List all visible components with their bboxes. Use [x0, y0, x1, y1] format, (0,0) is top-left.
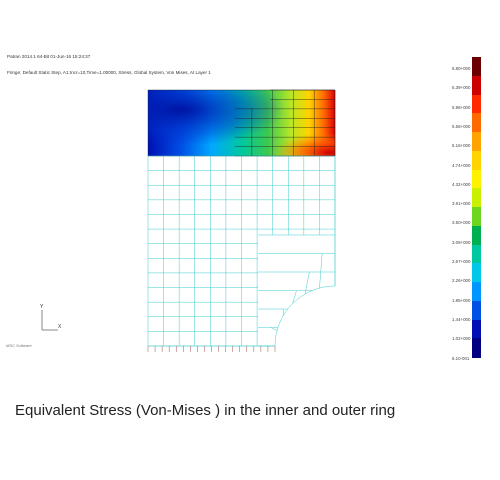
legend-tick-label: 5.80+000: [452, 66, 471, 71]
axis-x-label: X: [58, 324, 62, 330]
legend-tick-label: 3.09+000: [452, 239, 471, 245]
msc-logo: MSC Software: [6, 343, 32, 348]
figure-caption: Equivalent Stress (Von-Mises ) in the in…: [15, 402, 396, 419]
legend-tick-label: 6.10-001: [452, 355, 470, 361]
legend-tick-label: 3.50+000: [452, 220, 471, 226]
legend-tick-label: 5.39+000: [452, 85, 471, 91]
legend-color-segment: [472, 188, 481, 208]
legend-tick-label: 5.56+000: [452, 123, 471, 129]
fem-mesh: [147, 155, 336, 347]
legend-tick-label: 2.26+000: [452, 278, 471, 284]
legend-color-segment: [472, 57, 481, 77]
legend-color-segment: [472, 338, 481, 358]
legend-color-segment: [472, 169, 481, 189]
result-header-title: Patran 2014.1 64-Bit 01-Jun-16 15:24:37: [7, 54, 91, 59]
axis-triad-icon: [41, 310, 58, 331]
legend-tick-label: 2.67+000: [452, 259, 471, 264]
legend-tick-label: 4.32+000: [452, 181, 471, 187]
legend-tick-label: 1.85+000: [452, 297, 471, 303]
legend-color-segment: [472, 244, 481, 264]
legend-color-segment: [472, 75, 481, 95]
boundary-constraint: [147, 346, 276, 352]
stress-fringe-region: [147, 89, 336, 157]
legend-tick-label: 1.44+000: [452, 316, 471, 322]
legend-color-segment: [472, 94, 481, 114]
legend-color-segment: [472, 207, 481, 227]
legend-color-segment: [472, 150, 481, 170]
legend-color-segment: [472, 132, 481, 152]
color-legend-bar: [472, 57, 481, 358]
legend-color-segment: [472, 300, 481, 320]
legend-color-segment: [472, 282, 481, 302]
axis-y-label: Y: [40, 304, 44, 310]
legend-tick-label: 5.98+000: [452, 104, 471, 110]
result-header-description: Fringe: Default Static Step, A1:Incr=10,…: [7, 70, 211, 75]
legend-tick-label: 3.91+000: [452, 201, 471, 207]
legend-color-segment: [472, 113, 481, 133]
legend-color-segment: [472, 263, 481, 283]
legend-color-segment: [472, 319, 481, 339]
legend-color-segment: [472, 225, 481, 245]
legend-tick-label: 5.16+000: [452, 143, 471, 149]
legend-tick-label: 1.02+000: [452, 336, 471, 342]
model-viewport[interactable]: [0, 0, 500, 400]
legend-tick-label: 4.74+000: [452, 162, 471, 168]
